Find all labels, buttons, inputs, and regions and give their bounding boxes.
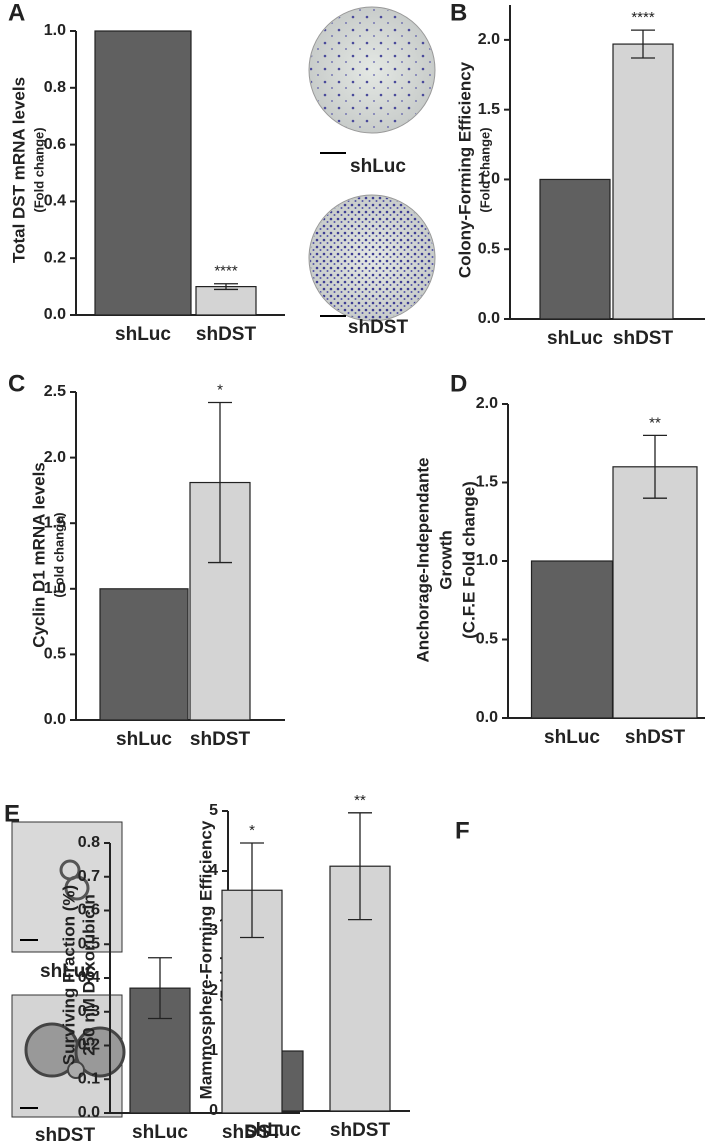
mammosphere-images: [11, 821, 126, 1118]
y-tick-label: 2.5: [44, 383, 66, 400]
image-label: shDST: [348, 317, 409, 338]
y-tick-label: 0.2: [44, 249, 66, 266]
y-tick-label: 0.5: [476, 631, 498, 648]
y-tick-label: 4: [209, 862, 218, 879]
x-tick-label: shDST: [330, 1120, 391, 1141]
x-tick-label: shDST: [222, 1122, 283, 1143]
y-axis-label: Total DST mRNA levels: [9, 77, 28, 263]
y-axis-label: 250 nM Doxorubicin: [79, 894, 98, 1056]
x-tick-label: shDST: [190, 729, 251, 750]
error-bar: [631, 29, 655, 59]
x-tick-label: shLuc: [132, 1122, 188, 1143]
y-axis-label: Growth: [436, 530, 455, 590]
y-axis-label: Cyclin D1 mRNA levels: [29, 462, 48, 648]
y-axis-label: Mammosphere-Forming Efficiency: [196, 820, 215, 1099]
y-axis-label: Colony-Forming Efficiency: [455, 61, 474, 278]
y-tick-label: 3: [209, 922, 218, 939]
error-bar: [208, 401, 232, 564]
bar: [530, 560, 614, 719]
y-tick-label: 0.0: [478, 310, 500, 327]
image-label: shLuc: [40, 961, 96, 982]
colony-plates: [308, 6, 436, 322]
y-tick-label: 2: [209, 982, 218, 999]
panel-letter: B: [450, 0, 467, 26]
y-tick-label: 0.1: [78, 1070, 100, 1087]
significance: **: [649, 414, 661, 431]
y-tick-label: 1.0: [44, 580, 66, 597]
significance: **: [354, 792, 366, 809]
bar: [99, 588, 189, 721]
panel-letter: C: [8, 370, 25, 397]
y-tick-label: 1.0: [44, 22, 66, 39]
y-tick-label: 0.0: [78, 1104, 100, 1121]
x-tick-label: shLuc: [115, 324, 171, 345]
image-label: shDST: [35, 1125, 96, 1146]
y-axis-label: Anchorage-Independante: [413, 458, 432, 663]
y-tick-label: 0.4: [44, 193, 66, 210]
error-bar: [214, 283, 238, 291]
y-axis-label: Surviving Fraction (%): [59, 885, 78, 1065]
significance: ****: [631, 9, 655, 26]
x-tick-label: shLuc: [547, 328, 603, 349]
y-tick-label: 0.5: [78, 935, 100, 952]
y-tick-label: 0.3: [78, 1003, 100, 1020]
y-tick-label: 0.0: [44, 711, 66, 728]
y-tick-label: 0.2: [78, 1037, 100, 1054]
y-tick-label: 0.6: [78, 902, 100, 919]
bar: [195, 286, 257, 316]
y-tick-label: 1.5: [478, 101, 500, 118]
panel-letter: D: [450, 370, 467, 397]
bar: [94, 30, 192, 316]
error-bar: [348, 812, 372, 921]
y-tick-label: 2.0: [44, 449, 66, 466]
significance: ****: [214, 263, 238, 280]
y-tick-label: 0: [209, 1102, 218, 1119]
y-axis-label: (Fold change): [31, 127, 46, 212]
y-tick-label: 1: [209, 1042, 218, 1059]
x-tick-label: shDST: [196, 324, 257, 345]
bar: [612, 466, 698, 719]
bar: [612, 43, 674, 320]
x-tick-label: shLuc: [116, 729, 172, 750]
image-label: shLuc: [350, 156, 406, 177]
bar: [539, 178, 611, 320]
y-tick-label: 0.8: [44, 79, 66, 96]
error-bar: [148, 957, 172, 1020]
y-tick-label: 2.0: [478, 31, 500, 48]
error-bar: [643, 434, 667, 499]
x-tick-label: shDST: [625, 727, 686, 748]
y-tick-label: 1.0: [478, 171, 500, 188]
y-axis-label: (Fold change): [477, 127, 492, 212]
y-axis-label: (C.F.E Fold change): [459, 481, 478, 639]
y-tick-label: 1.5: [44, 514, 66, 531]
y-tick-label: 2.0: [476, 395, 498, 412]
y-tick-label: 0.6: [44, 136, 66, 153]
x-tick-label: shLuc: [245, 1120, 301, 1141]
y-tick-label: 0.0: [476, 709, 498, 726]
panel-letter: E: [4, 800, 20, 827]
significance: *: [249, 822, 255, 839]
y-tick-label: 0.5: [478, 240, 500, 257]
y-tick-label: 0.5: [44, 646, 66, 663]
x-tick-label: shLuc: [544, 727, 600, 748]
y-tick-label: 1.5: [476, 474, 498, 491]
panel-letter: A: [8, 0, 25, 26]
panel-letter: F: [455, 817, 470, 844]
x-tick-label: shDST: [613, 328, 674, 349]
y-tick-label: 1.0: [476, 552, 498, 569]
y-tick-label: 0.0: [44, 306, 66, 323]
y-tick-label: 0.4: [78, 969, 100, 986]
significance: *: [217, 381, 223, 398]
y-tick-label: 0.7: [78, 868, 100, 885]
y-tick-label: 5: [209, 802, 218, 819]
y-axis-label: (Fold change): [51, 512, 66, 597]
y-tick-label: 0.8: [78, 834, 100, 851]
error-bar: [240, 842, 264, 939]
